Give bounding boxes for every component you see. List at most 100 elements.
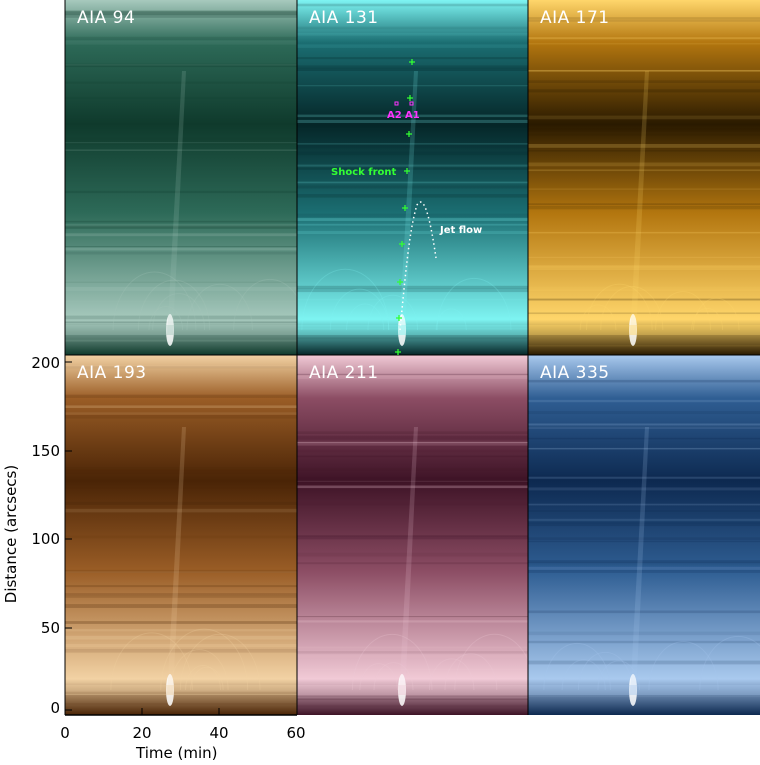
x-tick-label: 0	[60, 724, 70, 742]
streak	[297, 213, 528, 218]
streak	[65, 287, 297, 291]
streak	[65, 501, 297, 505]
streak	[528, 144, 760, 148]
streak	[528, 560, 760, 564]
streak	[528, 37, 760, 40]
streak	[65, 63, 297, 68]
streak	[528, 476, 760, 479]
panel-label: AIA 94	[77, 8, 136, 28]
loop-arc	[699, 636, 760, 691]
jet-column	[399, 71, 418, 335]
panel-aia-94: AIA 94	[65, 0, 297, 355]
streak	[65, 596, 297, 598]
streak	[65, 14, 297, 18]
streak	[65, 648, 297, 653]
streak	[297, 651, 528, 654]
panel-label: AIA 131	[309, 8, 379, 28]
a1-label: A1	[405, 110, 420, 121]
streak	[65, 691, 297, 694]
y-axis: 200 150 100 50 0	[0, 354, 60, 717]
loop-arc	[190, 666, 224, 691]
streak	[65, 36, 297, 40]
streak	[297, 218, 528, 221]
annotation-overlay	[394, 59, 437, 355]
streak	[528, 42, 760, 45]
streak	[65, 300, 297, 302]
streak	[528, 695, 760, 697]
streak	[297, 185, 528, 189]
streak	[65, 467, 297, 471]
y-tick-label: 150	[31, 442, 60, 460]
streak	[528, 133, 760, 136]
panel-background	[528, 355, 760, 715]
loop-arc	[577, 651, 633, 691]
streak	[65, 281, 297, 283]
streak	[528, 313, 760, 316]
streak	[297, 449, 528, 453]
streak	[528, 518, 760, 522]
streak	[528, 569, 760, 573]
streak	[297, 65, 528, 69]
loop-arc	[346, 303, 385, 331]
x-tick-label: 40	[209, 724, 229, 742]
streak	[297, 125, 528, 128]
loop-arc	[185, 665, 221, 691]
shock-marker	[404, 168, 410, 174]
loop-arc	[329, 288, 390, 331]
x-axis-title: Time (min)	[136, 744, 218, 762]
loop-arc	[137, 279, 211, 331]
streak	[528, 437, 760, 440]
streak	[65, 415, 297, 419]
streak	[297, 455, 528, 458]
surface-band	[65, 325, 297, 335]
streak	[65, 247, 297, 251]
streak	[65, 535, 297, 539]
streak	[65, 585, 297, 588]
streak	[65, 140, 297, 142]
a2-label: A2	[387, 110, 402, 121]
panel-label: AIA 335	[540, 363, 610, 383]
streak	[297, 441, 528, 446]
shock-marker	[402, 205, 408, 211]
streak	[65, 81, 297, 84]
streak	[528, 522, 760, 527]
streak	[65, 64, 297, 66]
panel-background	[65, 0, 297, 355]
loop-arc	[600, 286, 664, 331]
streak	[528, 411, 760, 415]
streak	[528, 162, 760, 167]
streak	[297, 26, 528, 30]
loop-arc	[561, 659, 606, 691]
streak	[65, 149, 297, 151]
streak	[65, 190, 297, 194]
streak	[528, 447, 760, 450]
jet-column	[167, 427, 186, 695]
streak	[65, 644, 297, 648]
streak	[297, 327, 528, 330]
loop-arc	[351, 633, 433, 691]
streak	[65, 246, 297, 248]
shock-marker	[409, 59, 415, 65]
streak	[297, 467, 528, 471]
streak	[297, 682, 528, 686]
streak	[297, 194, 528, 198]
streak	[65, 251, 297, 255]
streak	[65, 703, 297, 705]
streak	[297, 144, 528, 149]
streak	[65, 366, 297, 367]
streak	[297, 151, 528, 156]
streak	[528, 115, 760, 120]
shock-front-markers	[395, 59, 415, 355]
streak	[528, 205, 760, 210]
streak	[65, 137, 297, 141]
y-tick-label: 50	[40, 619, 60, 637]
panel-aia-193: AIA 193	[65, 355, 297, 715]
streak	[65, 365, 297, 369]
streak	[65, 593, 297, 597]
streak	[65, 681, 297, 683]
streak	[297, 431, 528, 434]
panel-aia-211: AIA 211	[297, 355, 528, 715]
jet-base-brightening	[398, 674, 406, 706]
streak	[297, 485, 528, 489]
surface-band	[65, 685, 297, 695]
